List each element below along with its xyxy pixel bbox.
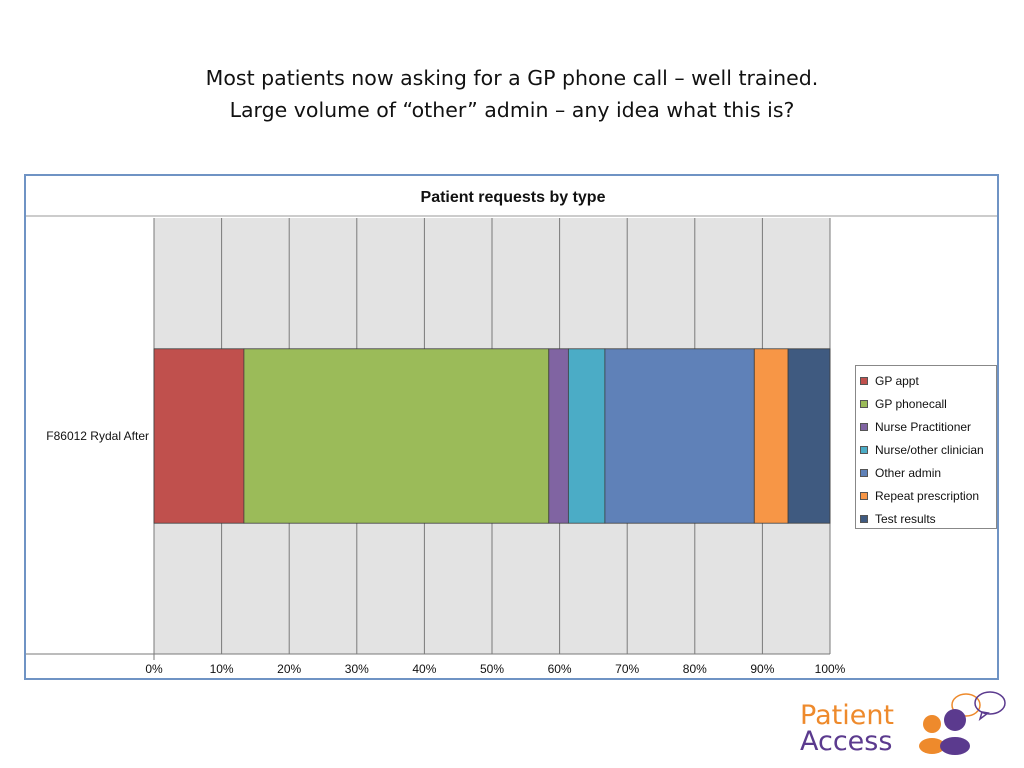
patient-access-logo: Patient Access xyxy=(800,688,1010,758)
legend-swatch xyxy=(860,399,868,408)
bar-segment xyxy=(753,348,789,524)
x-tick-label: 70% xyxy=(615,662,639,676)
x-tick-label: 0% xyxy=(145,662,163,676)
legend-swatch xyxy=(860,445,868,454)
bar-segment xyxy=(604,348,755,524)
legend-label: Nurse Practitioner xyxy=(875,419,972,434)
x-tick-label: 100% xyxy=(815,662,846,676)
legend-swatch xyxy=(860,422,868,431)
bar-segment xyxy=(243,348,550,524)
slide-title-line-2: Large volume of “other” admin – any idea… xyxy=(229,98,795,122)
chart-legend: GP appt GP phonecall Nurse Practitioner Nur… xyxy=(855,365,997,529)
legend-item: Nurse Practitioner xyxy=(860,415,996,438)
x-tick-label: 20% xyxy=(277,662,301,676)
legend-label: GP appt xyxy=(875,373,919,388)
chart-frame: Patient requests by type 0% 10% 20% 30% 40% 50… xyxy=(24,174,999,680)
legend-label: Repeat prescription xyxy=(875,488,980,503)
legend-item: Nurse/other clinician xyxy=(860,438,996,461)
bar-segment xyxy=(548,348,569,524)
legend-swatch xyxy=(860,468,868,477)
bar-segment xyxy=(567,348,606,524)
legend-item: Other admin xyxy=(860,461,996,484)
legend-item: Test results xyxy=(860,507,996,530)
legend-swatch xyxy=(860,491,868,500)
x-tick-label: 90% xyxy=(750,662,774,676)
slide-title: Most patients now asking for a GP phone … xyxy=(0,62,1024,126)
legend-item: GP appt xyxy=(860,369,996,392)
bar-segment xyxy=(153,348,245,524)
x-tick-label: 30% xyxy=(345,662,369,676)
bar-segment xyxy=(787,348,831,524)
legend-swatch xyxy=(860,514,868,523)
legend-swatch xyxy=(860,376,868,385)
x-tick-label: 80% xyxy=(683,662,707,676)
legend-label: GP phonecall xyxy=(875,396,947,411)
stacked-bar-chart: Patient requests by type 0% 10% 20% 30% 40% 50… xyxy=(26,189,997,676)
speech-bubbles-icon xyxy=(919,691,1006,755)
x-tick-label: 60% xyxy=(548,662,572,676)
category-label: F86012 Rydal After xyxy=(46,429,149,443)
legend-label: Test results xyxy=(875,511,936,526)
slide-title-line-1: Most patients now asking for a GP phone … xyxy=(205,66,819,90)
logo-text-access: Access xyxy=(800,726,893,757)
legend-item: GP phonecall xyxy=(860,392,996,415)
chart-title: Patient requests by type xyxy=(421,189,606,206)
x-tick-label: 40% xyxy=(412,662,436,676)
legend-item: Repeat prescription xyxy=(860,484,996,507)
legend-label: Other admin xyxy=(875,465,942,480)
x-tick-label: 50% xyxy=(480,662,504,676)
legend-label: Nurse/other clinician xyxy=(875,442,984,457)
x-tick-label: 10% xyxy=(210,662,234,676)
logo-text-patient: Patient xyxy=(800,700,895,731)
